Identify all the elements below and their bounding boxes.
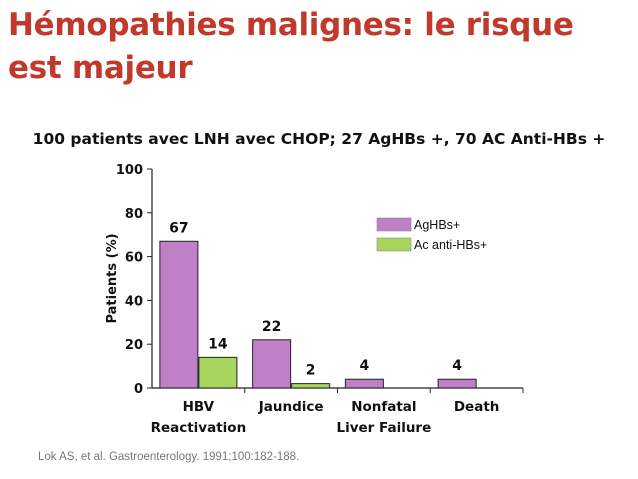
data-label: 4 (360, 358, 370, 374)
x-category-label: Liver Failure (336, 420, 431, 436)
x-category-label: HBV (183, 399, 215, 415)
legend-label: Ac anti-HBs+ (414, 238, 487, 252)
legend-swatch (376, 237, 412, 252)
data-label: 4 (452, 358, 462, 374)
data-label: 22 (262, 319, 281, 335)
data-label: 67 (169, 220, 188, 236)
legend-swatch (376, 217, 412, 232)
x-category-label: Jaundice (258, 399, 324, 415)
y-axis-label: Patients (%) (105, 233, 120, 323)
x-category-label: Death (454, 399, 500, 415)
y-tick-label: 0 (134, 382, 143, 397)
y-tick-label: 40 (125, 294, 143, 309)
bar-aghbs- (159, 240, 199, 389)
x-category-label: Reactivation (151, 420, 247, 436)
y-tick-label: 60 (125, 251, 143, 266)
bar-aghbs- (437, 378, 477, 389)
bar-ac-anti-hbs- (198, 356, 238, 389)
y-tick-label: 20 (125, 338, 143, 353)
bar-ac-anti-hbs- (291, 383, 331, 389)
legend-label: AgHBs+ (414, 218, 460, 232)
x-category-label: Nonfatal (351, 399, 416, 415)
citation: Lok AS, et al. Gastroenterology. 1991;10… (38, 451, 300, 463)
y-tick-label: 100 (116, 163, 143, 178)
y-tick-label: 80 (125, 207, 143, 222)
chart-title: 100 patients avec LNH avec CHOP; 27 AgHB… (32, 130, 606, 148)
slide-title: Hémopathies malignes: le risque est maje… (8, 7, 574, 86)
data-label: 2 (306, 363, 316, 379)
data-label: 14 (208, 336, 228, 352)
bar-aghbs- (252, 339, 292, 389)
bar-aghbs- (344, 378, 384, 389)
